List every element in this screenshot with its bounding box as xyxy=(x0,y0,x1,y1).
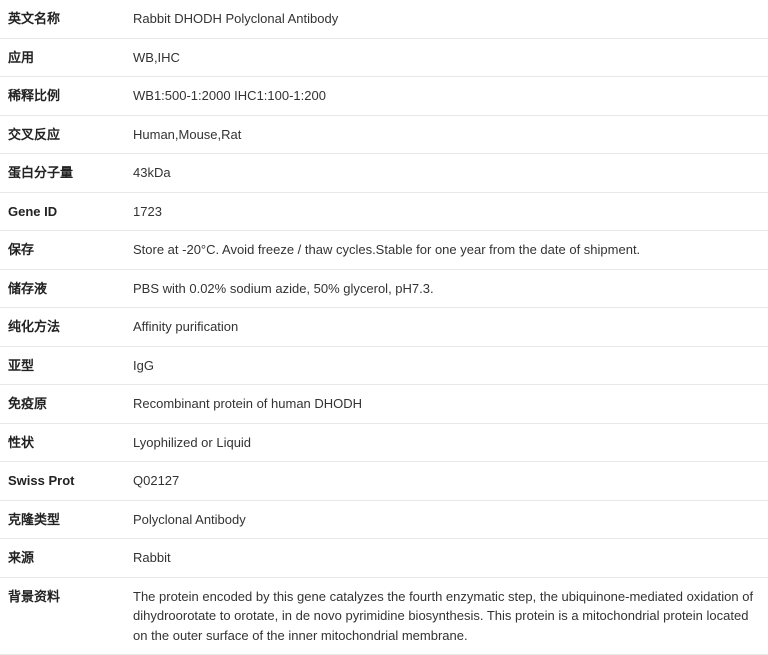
row-label: 应用 xyxy=(8,48,133,68)
row-label: Swiss Prot xyxy=(8,471,133,491)
row-value: Q02127 xyxy=(133,471,768,491)
row-value: WB1:500-1:2000 IHC1:100-1:200 xyxy=(133,86,768,106)
row-value: Recombinant protein of human DHODH xyxy=(133,394,768,414)
table-row: 背景资料 The protein encoded by this gene ca… xyxy=(0,578,768,655)
row-label: 蛋白分子量 xyxy=(8,163,133,183)
row-label: 交叉反应 xyxy=(8,125,133,145)
table-row: 储存液 PBS with 0.02% sodium azide, 50% gly… xyxy=(0,270,768,309)
table-row: Gene ID 1723 xyxy=(0,193,768,232)
table-row: 性状 Lyophilized or Liquid xyxy=(0,424,768,463)
product-spec-table: 英文名称 Rabbit DHODH Polyclonal Antibody 应用… xyxy=(0,0,768,655)
row-value: Affinity purification xyxy=(133,317,768,337)
row-label: 来源 xyxy=(8,548,133,568)
row-value: Rabbit xyxy=(133,548,768,568)
row-value: Polyclonal Antibody xyxy=(133,510,768,530)
row-value: 1723 xyxy=(133,202,768,222)
table-row: Swiss Prot Q02127 xyxy=(0,462,768,501)
table-row: 交叉反应 Human,Mouse,Rat xyxy=(0,116,768,155)
table-row: 纯化方法 Affinity purification xyxy=(0,308,768,347)
table-row: 英文名称 Rabbit DHODH Polyclonal Antibody xyxy=(0,0,768,39)
row-label: 纯化方法 xyxy=(8,317,133,337)
row-label: 性状 xyxy=(8,433,133,453)
table-row: 蛋白分子量 43kDa xyxy=(0,154,768,193)
table-row: 稀释比例 WB1:500-1:2000 IHC1:100-1:200 xyxy=(0,77,768,116)
row-value: IgG xyxy=(133,356,768,376)
row-value: WB,IHC xyxy=(133,48,768,68)
row-label: 储存液 xyxy=(8,279,133,299)
row-value: Store at -20°C. Avoid freeze / thaw cycl… xyxy=(133,240,768,260)
table-row: 免疫原 Recombinant protein of human DHODH xyxy=(0,385,768,424)
row-label: 免疫原 xyxy=(8,394,133,414)
row-value: Rabbit DHODH Polyclonal Antibody xyxy=(133,9,768,29)
row-value: Lyophilized or Liquid xyxy=(133,433,768,453)
row-label: 克隆类型 xyxy=(8,510,133,530)
table-row: 应用 WB,IHC xyxy=(0,39,768,78)
row-value: 43kDa xyxy=(133,163,768,183)
row-label: 英文名称 xyxy=(8,9,133,29)
row-value: Human,Mouse,Rat xyxy=(133,125,768,145)
table-row: 克隆类型 Polyclonal Antibody xyxy=(0,501,768,540)
row-label: 稀释比例 xyxy=(8,86,133,106)
row-label: 亚型 xyxy=(8,356,133,376)
table-row: 亚型 IgG xyxy=(0,347,768,386)
table-row: 保存 Store at -20°C. Avoid freeze / thaw c… xyxy=(0,231,768,270)
row-value: PBS with 0.02% sodium azide, 50% glycero… xyxy=(133,279,768,299)
row-label: 保存 xyxy=(8,240,133,260)
table-row: 来源 Rabbit xyxy=(0,539,768,578)
row-label: Gene ID xyxy=(8,202,133,222)
